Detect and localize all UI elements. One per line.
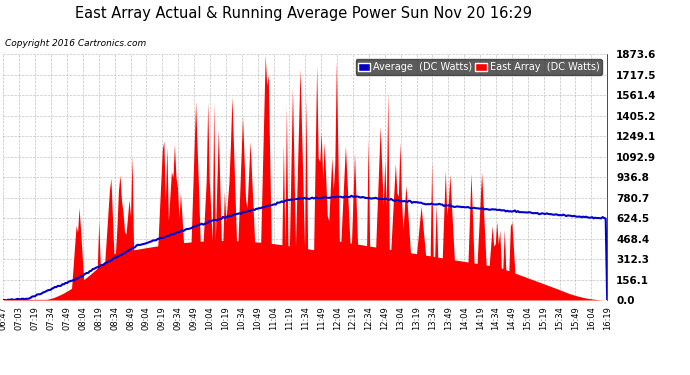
Text: Copyright 2016 Cartronics.com: Copyright 2016 Cartronics.com	[5, 39, 146, 48]
Text: East Array Actual & Running Average Power Sun Nov 20 16:29: East Array Actual & Running Average Powe…	[75, 6, 532, 21]
Legend: Average  (DC Watts), East Array  (DC Watts): Average (DC Watts), East Array (DC Watts…	[355, 59, 602, 75]
